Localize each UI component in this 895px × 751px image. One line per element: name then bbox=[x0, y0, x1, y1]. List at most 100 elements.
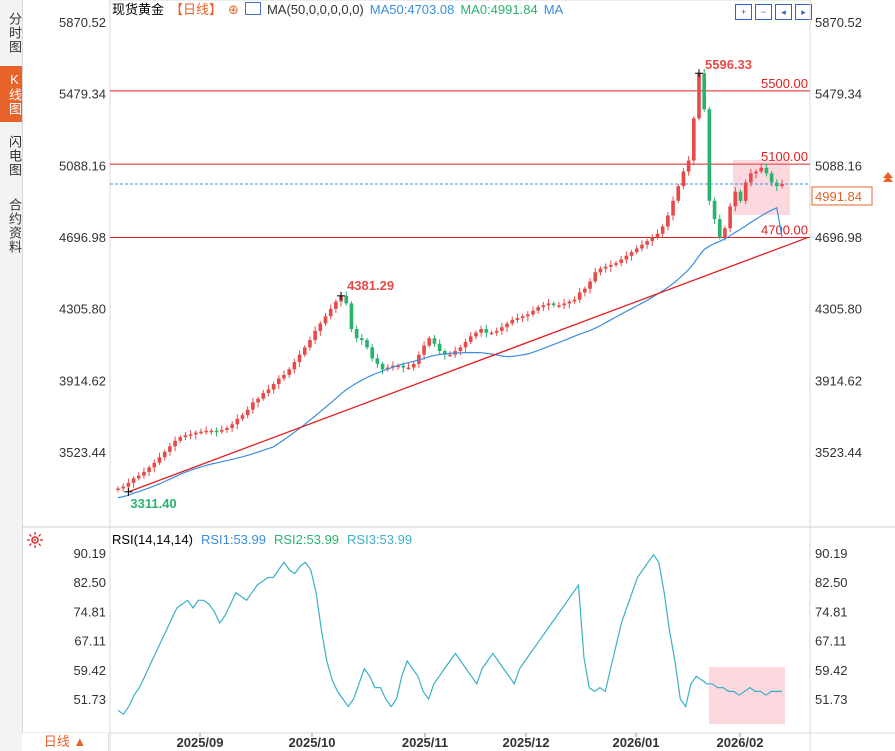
rsi-tick-left-4: 59.42 bbox=[73, 663, 106, 678]
x-tick-label-0: 2025/09 bbox=[177, 735, 224, 750]
rsi3-value: RSI3:53.99 bbox=[347, 532, 413, 547]
side-tab-1[interactable]: K线图 bbox=[0, 66, 22, 122]
ma-indicator-icon[interactable] bbox=[244, 2, 261, 15]
price-tick-left-1: 5479.34 bbox=[59, 87, 106, 102]
play-next-icon[interactable]: ▸ bbox=[795, 4, 812, 20]
rsi-tick-left-2: 74.81 bbox=[73, 604, 106, 619]
candle-body-93 bbox=[598, 268, 603, 273]
rsi-highlight bbox=[709, 667, 785, 724]
candle-body-60 bbox=[427, 338, 432, 346]
candle-body-113 bbox=[702, 73, 707, 110]
side-tab-0[interactable]: 分时图 bbox=[7, 12, 22, 54]
side-tab-2[interactable]: 闪电图 bbox=[7, 135, 22, 177]
rsi-tick-right-2: 74.81 bbox=[815, 604, 848, 619]
chart-type-tabs: 分时图 K线图闪电图合约资料 bbox=[0, 0, 23, 751]
candle-body-112 bbox=[697, 73, 701, 119]
candle-body-86 bbox=[562, 303, 566, 306]
current-price-arrow-up bbox=[883, 171, 893, 178]
candle-body-88 bbox=[572, 299, 577, 302]
ma-indicator-label[interactable]: MA(50,0,0,0,0,0) bbox=[266, 2, 364, 17]
candle-body-84 bbox=[551, 303, 556, 306]
ma50-line bbox=[117, 206, 783, 499]
rsi-name: RSI(14,14,14) bbox=[112, 532, 193, 547]
rsi-tick-right-1: 82.50 bbox=[815, 575, 848, 590]
candle-body-12 bbox=[178, 437, 183, 441]
candle-body-63 bbox=[442, 351, 447, 355]
candle-body-114 bbox=[707, 109, 712, 201]
candle-body-44 bbox=[344, 295, 349, 304]
candle-body-61 bbox=[432, 338, 437, 344]
side-tab-3[interactable]: 合约资料 bbox=[7, 198, 22, 254]
candle-body-121 bbox=[743, 182, 748, 201]
x-tick-label-2: 2025/11 bbox=[402, 735, 448, 750]
candle-body-85 bbox=[557, 305, 561, 307]
candle-body-99 bbox=[629, 252, 634, 256]
candle-body-106 bbox=[666, 215, 670, 227]
candle-body-103 bbox=[650, 237, 655, 242]
price-tick-right-0: 5870.52 bbox=[815, 15, 862, 30]
candle-body-22 bbox=[230, 424, 234, 428]
candle-body-70 bbox=[479, 329, 483, 333]
candle-body-27 bbox=[256, 398, 260, 403]
candle-body-91 bbox=[588, 281, 592, 289]
candle-body-36 bbox=[302, 347, 307, 355]
rsi1-value: RSI1:53.99 bbox=[200, 532, 266, 547]
rsi-tick-left-1: 82.50 bbox=[73, 575, 106, 590]
candle-body-102 bbox=[645, 241, 649, 245]
candle-body-66 bbox=[458, 347, 463, 352]
candle-body-13 bbox=[183, 435, 188, 438]
price-tick-left-2: 5088.16 bbox=[59, 158, 106, 173]
price-tick-right-3: 4696.98 bbox=[815, 230, 862, 245]
play-prev-icon[interactable]: ◂ bbox=[775, 4, 792, 20]
chart-toolbar: + − ◂ ▸ bbox=[735, 2, 815, 20]
price-tick-right-5: 3914.62 bbox=[815, 373, 862, 388]
add-indicator-icon[interactable]: ⊕ bbox=[228, 2, 239, 17]
candle-body-68 bbox=[468, 336, 473, 342]
candle-body-39 bbox=[318, 323, 323, 331]
candle-body-90 bbox=[583, 288, 587, 293]
candle-body-26 bbox=[251, 402, 255, 410]
candle-body-50 bbox=[375, 358, 380, 364]
candle-body-15 bbox=[193, 432, 198, 435]
candle-body-98 bbox=[624, 255, 629, 260]
period-label[interactable]: 【日线】 bbox=[170, 2, 223, 17]
candle-body-87 bbox=[567, 301, 572, 304]
candle-body-104 bbox=[655, 233, 660, 238]
candle-body-14 bbox=[188, 434, 193, 436]
candle-body-35 bbox=[297, 354, 302, 363]
candle-body-10 bbox=[168, 446, 172, 452]
zoom-in-icon[interactable]: + bbox=[735, 4, 752, 20]
candle-body-30 bbox=[271, 384, 276, 390]
candle-body-107 bbox=[671, 200, 675, 216]
candle-body-32 bbox=[282, 374, 286, 379]
candle-body-25 bbox=[245, 409, 250, 416]
candle-body-76 bbox=[510, 319, 515, 324]
candle-body-109 bbox=[681, 171, 686, 187]
key-level-label-0: 5500.00 bbox=[761, 76, 808, 91]
candle-body-18 bbox=[209, 430, 214, 433]
key-level-label-2: 4700.00 bbox=[761, 222, 808, 237]
candle-body-8 bbox=[157, 457, 162, 463]
rsi-header: RSI(14,14,14) RSI1:53.99 RSI2:53.99 RSI3:53… bbox=[112, 532, 420, 548]
candle-body-125 bbox=[764, 167, 769, 174]
candle-body-33 bbox=[287, 369, 292, 375]
period-selector-button[interactable]: 日线 ▲ bbox=[22, 733, 109, 751]
x-tick-label-4: 2026/01 bbox=[613, 735, 660, 750]
candle-body-52 bbox=[385, 367, 390, 370]
candle-body-56 bbox=[406, 367, 411, 370]
candle-body-20 bbox=[219, 429, 224, 432]
candle-body-111 bbox=[691, 118, 696, 161]
price-tick-left-6: 3523.44 bbox=[59, 445, 106, 460]
candle-body-105 bbox=[660, 226, 665, 234]
x-tick-label-1: 2025/10 bbox=[289, 735, 336, 750]
candle-body-118 bbox=[728, 206, 732, 229]
candle-body-41 bbox=[328, 308, 333, 317]
candle-body-100 bbox=[634, 248, 639, 253]
candle-body-108 bbox=[676, 186, 681, 201]
price-tick-right-6: 3523.44 bbox=[815, 445, 862, 460]
candle-body-21 bbox=[225, 427, 229, 430]
candle-body-0 bbox=[116, 488, 120, 490]
indicator-settings-icon[interactable] bbox=[26, 531, 44, 549]
zoom-out-icon[interactable]: − bbox=[755, 4, 772, 20]
